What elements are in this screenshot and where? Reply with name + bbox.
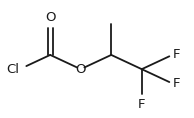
Text: F: F (172, 77, 180, 90)
Text: F: F (172, 48, 180, 61)
Text: O: O (75, 63, 86, 76)
Text: O: O (45, 11, 55, 24)
Text: Cl: Cl (7, 63, 20, 76)
Text: F: F (138, 98, 146, 111)
